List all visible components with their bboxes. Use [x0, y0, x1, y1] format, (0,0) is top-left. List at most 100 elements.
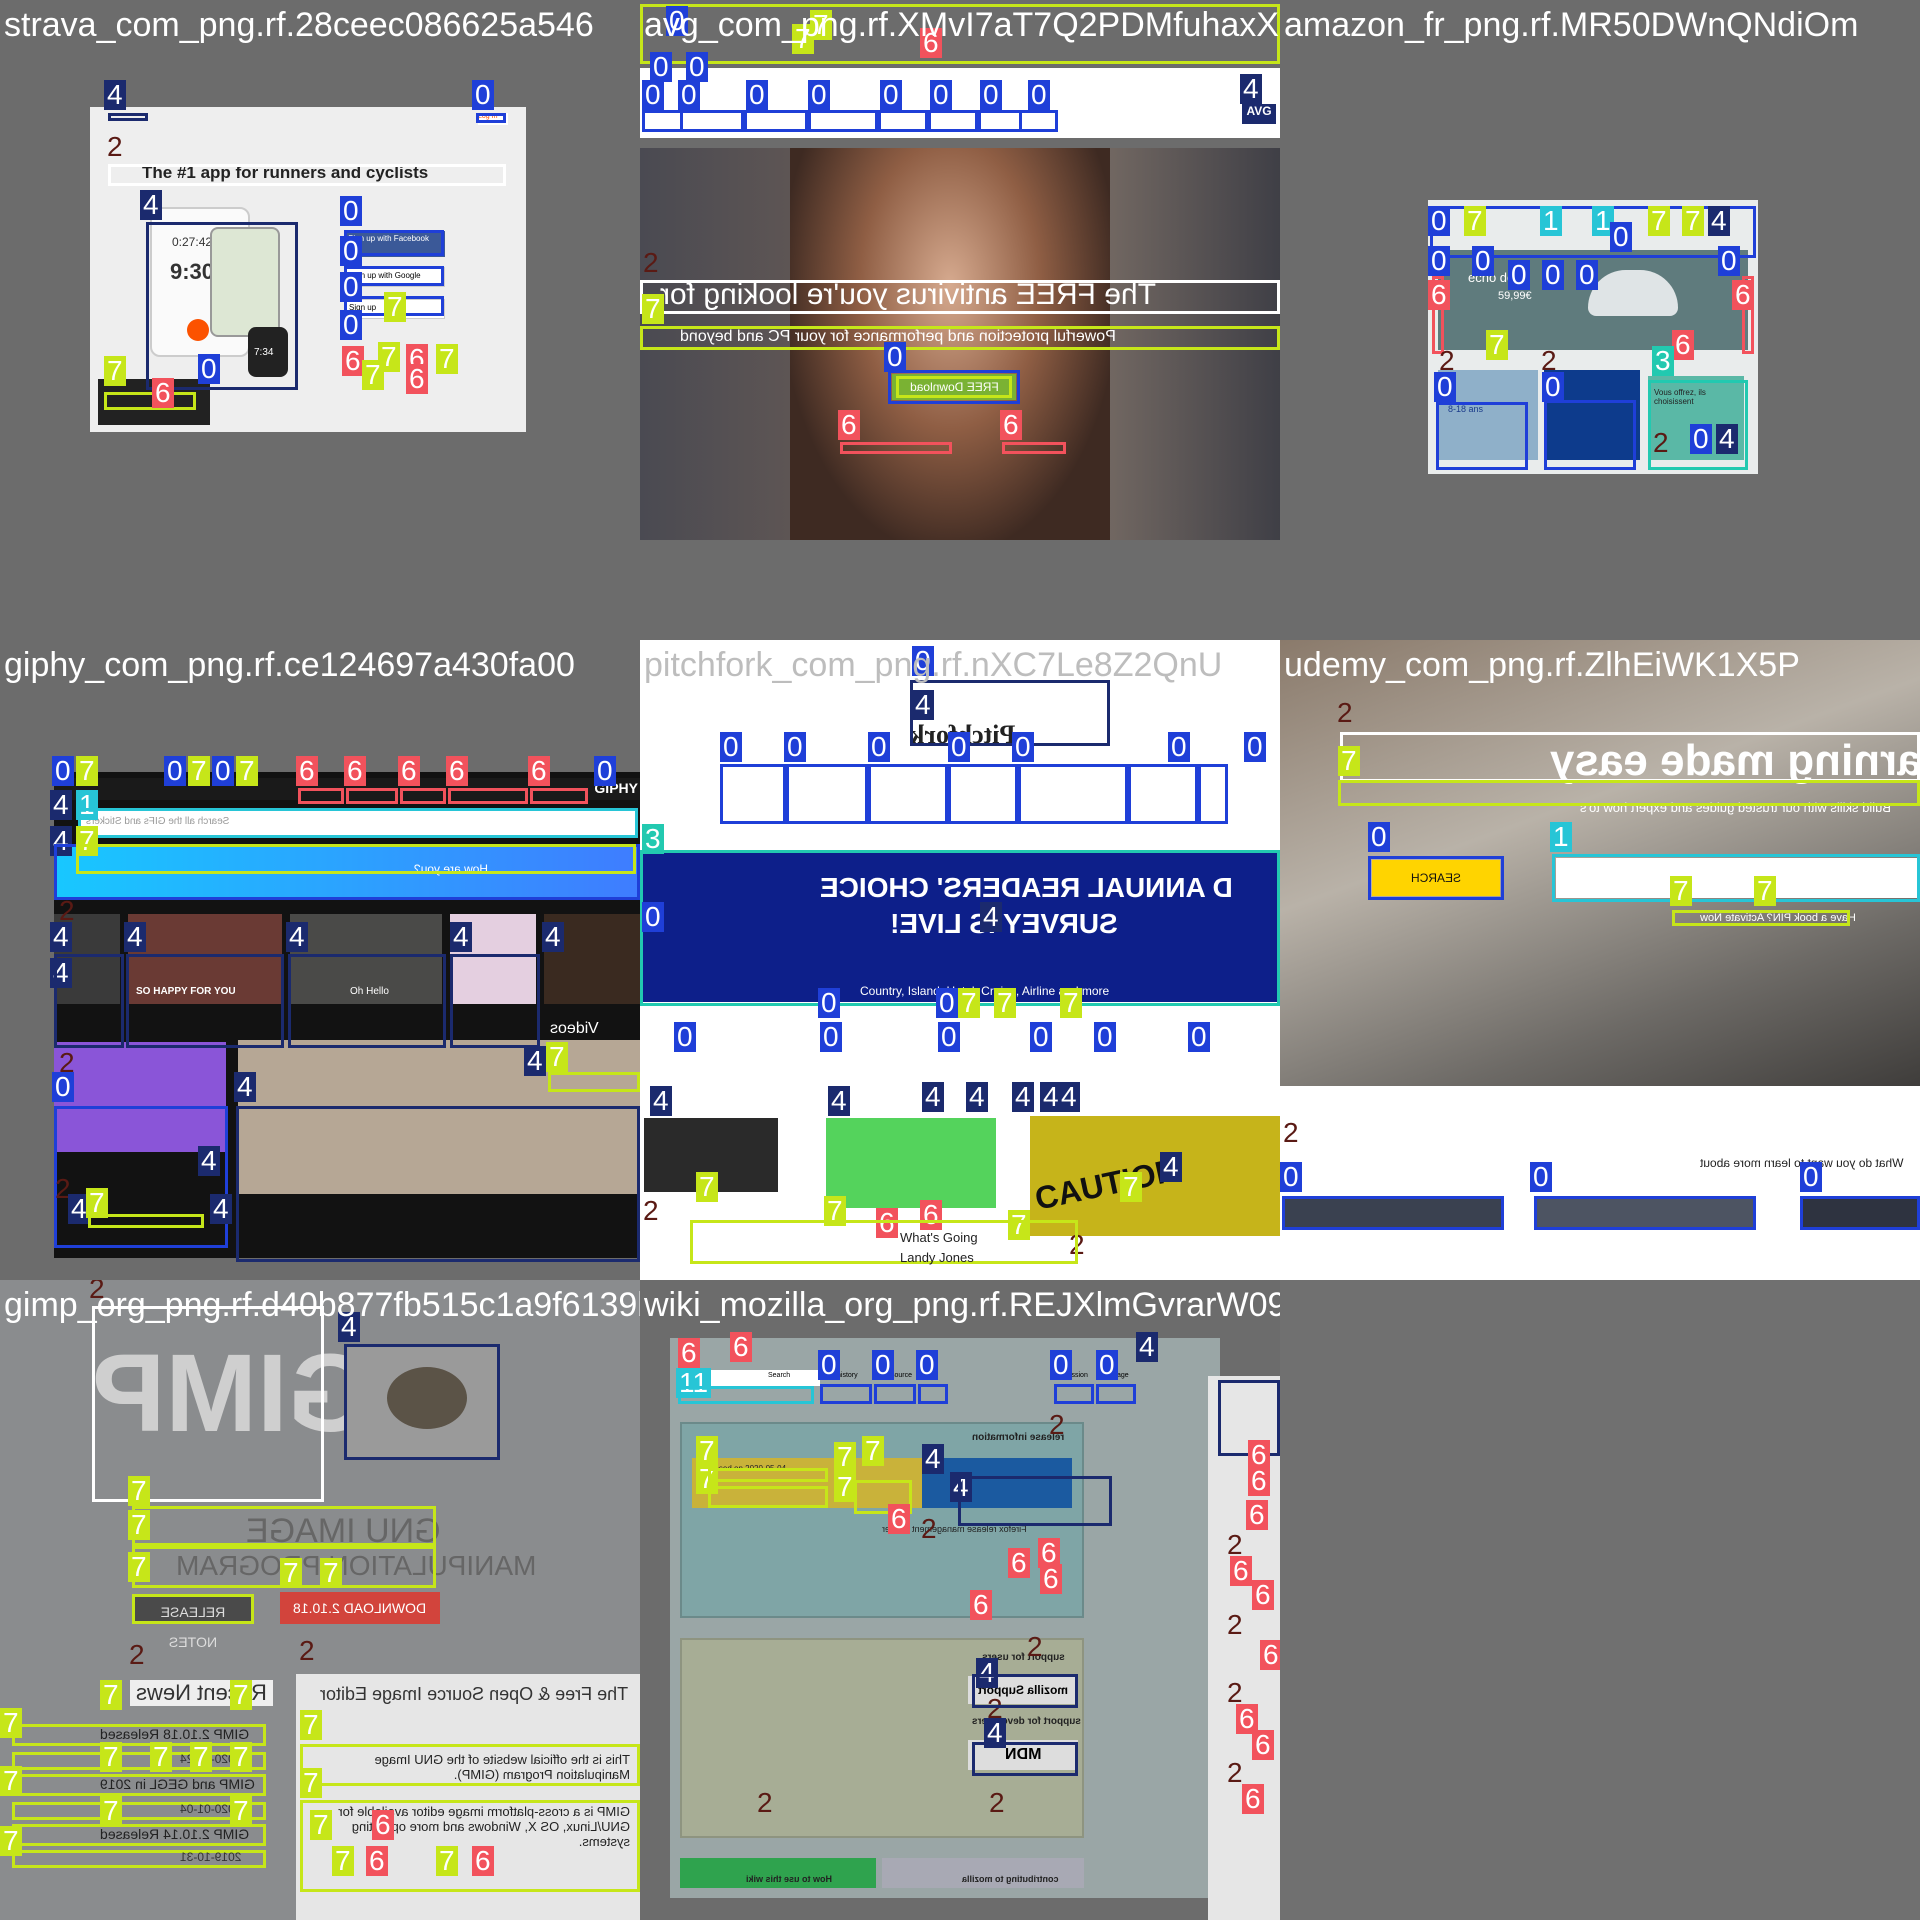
- tag: 0: [1094, 1022, 1116, 1052]
- tag: 1: [1550, 822, 1572, 852]
- tag: 7: [1754, 876, 1776, 906]
- box-mdn-logo: [972, 1742, 1078, 1776]
- tag: 6: [838, 410, 860, 440]
- tag: 7: [76, 756, 98, 786]
- tag: 7: [1486, 330, 1508, 360]
- tag: 7: [230, 1796, 252, 1826]
- tag: 6: [398, 756, 420, 786]
- tag: 0: [340, 272, 362, 302]
- tag: 0: [650, 52, 672, 82]
- tag: 2: [129, 1639, 145, 1670]
- tag: 7: [0, 1826, 22, 1856]
- tag: 0: [1188, 1022, 1210, 1052]
- news-title-1-text: GIMP 2.10.18 Released: [100, 1726, 250, 1742]
- box-course-1: [1282, 1196, 1504, 1230]
- tag: 2: [55, 1173, 71, 1204]
- tag: 6: [1230, 1556, 1252, 1586]
- wiki-search-button[interactable]: Search: [768, 1372, 791, 1379]
- tag: 6: [1008, 1548, 1030, 1578]
- wilber-head: [387, 1367, 467, 1429]
- learning-search-input[interactable]: [1556, 858, 1920, 898]
- nav-the-pitch[interactable]: [868, 764, 948, 824]
- tag: 6: [1040, 1564, 1062, 1594]
- tag: 6: [344, 756, 366, 786]
- tag: 6: [152, 378, 174, 408]
- tag: 11: [676, 1368, 712, 1398]
- gif-thumb-2[interactable]: SO HAPPY FOR YOU: [128, 914, 282, 1004]
- tag: 0: [808, 80, 830, 110]
- nav-staff-picks[interactable]: [786, 764, 868, 824]
- tag: 2: [643, 1195, 659, 1226]
- tag: 7: [862, 1436, 884, 1466]
- tag: 2: [921, 1513, 937, 1544]
- signup-facebook-button[interactable]: Sign up with Facebook: [345, 231, 445, 257]
- nav-best-new-music[interactable]: [1018, 764, 1128, 824]
- box-download: [888, 370, 1020, 404]
- download-button[interactable]: DOWNLOAD 2.10.18: [280, 1592, 440, 1624]
- nav-features[interactable]: [948, 764, 1018, 824]
- gimp-intro-panel: The Free & Open Source Image Editor This…: [296, 1674, 640, 1920]
- tag: 0: [1800, 1162, 1822, 1192]
- box-kids: [1436, 402, 1528, 470]
- tag: 6: [1248, 1440, 1270, 1470]
- tag: 7: [100, 1742, 122, 1772]
- nav-events[interactable]: [720, 764, 786, 824]
- gif-thumb-6[interactable]: [54, 1042, 226, 1152]
- box-logo: [910, 680, 1110, 746]
- tag: 7: [230, 1680, 252, 1710]
- gimp-heading: The Free & Open Source Image Editor: [320, 1684, 628, 1705]
- tag: 4: [922, 1444, 944, 1474]
- box-release-1: [708, 1468, 828, 1482]
- wiki-search-input[interactable]: [680, 1370, 820, 1386]
- nav-news[interactable]: [1198, 764, 1228, 824]
- tag: 0: [340, 196, 362, 226]
- tag: 3: [1652, 346, 1674, 376]
- tag: 7: [436, 1846, 458, 1876]
- box-headline: [108, 164, 506, 186]
- tag: 7: [696, 1436, 718, 1466]
- readers-choice-banner[interactable]: D ANNUAL READERS' CHOICE SURVEY IS LIVE!…: [640, 852, 1280, 1002]
- article-thumb-3[interactable]: CAUTION: [1030, 1116, 1280, 1236]
- tag: 2: [643, 247, 659, 278]
- tag: 7: [100, 1680, 122, 1710]
- nav-reviews[interactable]: [1128, 764, 1198, 824]
- tag: 4: [140, 190, 162, 220]
- gift-offer: Vous offrez, ils choisissent: [1654, 388, 1706, 406]
- box-banner: [640, 4, 1280, 64]
- box-logo: [108, 113, 148, 121]
- tag: 7: [150, 1742, 172, 1772]
- firefox-banner-image: [922, 1458, 1072, 1508]
- phone-pace: 9:30: [170, 259, 215, 284]
- box-tab-source: [874, 1384, 916, 1404]
- learning-search-button[interactable]: SEARCH: [1372, 860, 1500, 896]
- tag: 7: [300, 1768, 322, 1798]
- wiki-howto-panel[interactable]: How to use this wiki: [680, 1858, 876, 1888]
- article-thumb-2[interactable]: [826, 1118, 996, 1208]
- tag: 4: [650, 1086, 672, 1116]
- record-button[interactable]: [187, 319, 209, 341]
- box-nav-artists: [298, 788, 344, 804]
- tag: 7: [128, 1510, 150, 1540]
- tag: 0: [820, 1022, 842, 1052]
- tile-title: avg_com_png.rf.XMvI7aT7Q2PDMfuhaxXmz: [644, 6, 1280, 44]
- box-gif6: [54, 1106, 228, 1248]
- tag: 0: [52, 1072, 74, 1102]
- tag: 0: [1028, 80, 1050, 110]
- gif-thumb-3[interactable]: Oh Hello: [290, 914, 442, 1004]
- tag: 7: [994, 988, 1016, 1018]
- tag: 0: [884, 342, 906, 372]
- box-headline: [1340, 732, 1920, 782]
- tile-title: strava_com_png.rf.28ceec086625a546: [4, 6, 594, 44]
- tag: 4: [1708, 206, 1730, 236]
- release-notes-button[interactable]: RELEASE NOTES: [132, 1594, 254, 1650]
- tag: 0: [1012, 732, 1034, 762]
- tag: 0: [1576, 260, 1598, 290]
- tag: 4: [50, 790, 72, 820]
- box-banner-text: [76, 844, 636, 874]
- tag: 6: [446, 756, 468, 786]
- release-notes-label: RELEASE NOTES: [160, 1604, 226, 1650]
- video-thumb[interactable]: [238, 1040, 640, 1194]
- tag: 0: [472, 80, 494, 110]
- giphy-search-input[interactable]: Search all the GIFs and Stickers: [78, 808, 638, 836]
- wiki-contrib-panel[interactable]: contributing to mozilla: [882, 1858, 1084, 1888]
